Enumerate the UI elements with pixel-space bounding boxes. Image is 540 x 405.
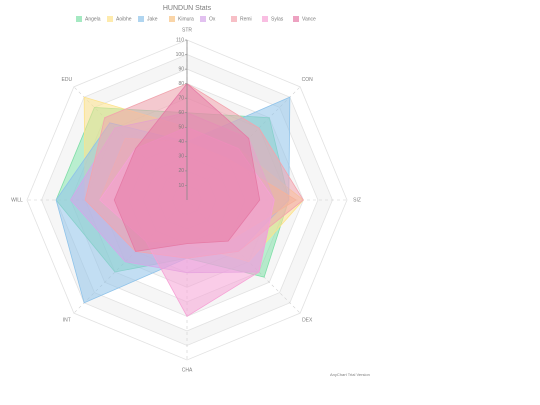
axis-label: SIZ <box>353 197 361 203</box>
chart-title: HUNDUN Stats <box>163 5 212 12</box>
legend-swatch <box>231 16 237 22</box>
legend-label: Jake <box>147 16 158 22</box>
axis-label: WILL <box>11 197 23 203</box>
legend-label: Aoibhe <box>116 16 132 22</box>
axis-label: DEX <box>302 318 313 324</box>
y-tick-label: 20 <box>178 168 184 174</box>
credits: AnyChart Trial Version <box>330 372 370 377</box>
legend-swatch <box>138 16 144 22</box>
legend-label: Angela <box>85 16 101 22</box>
axis-label: INT <box>63 318 71 324</box>
y-tick-label: 70 <box>178 96 184 102</box>
y-tick-label: 30 <box>178 154 184 160</box>
axis-label: CON <box>302 77 314 83</box>
legend-swatch <box>76 16 82 22</box>
y-tick-label: 60 <box>178 110 184 116</box>
y-tick-label: 50 <box>178 125 184 131</box>
legend-swatch <box>262 16 268 22</box>
y-tick-label: 80 <box>178 81 184 87</box>
legend-label: Sylas <box>271 16 284 22</box>
legend-swatch <box>107 16 113 22</box>
y-tick-label: 10 <box>178 183 184 189</box>
y-tick-label: 100 <box>176 52 185 58</box>
y-tick-label: 40 <box>178 139 184 145</box>
axis-label: EDU <box>62 77 73 83</box>
legend-swatch <box>169 16 175 22</box>
legend-label: Remi <box>240 16 252 22</box>
legend-label: Kimura <box>178 16 194 22</box>
y-tick-label: 90 <box>178 66 184 72</box>
legend-label: Ox <box>209 16 216 22</box>
legend-swatch <box>200 16 206 22</box>
legend-swatch <box>293 16 299 22</box>
axis-label: CHA <box>182 367 193 373</box>
axis-label: STR <box>182 27 192 33</box>
legend-label: Vance <box>302 16 316 22</box>
y-tick-label: 110 <box>176 37 184 43</box>
